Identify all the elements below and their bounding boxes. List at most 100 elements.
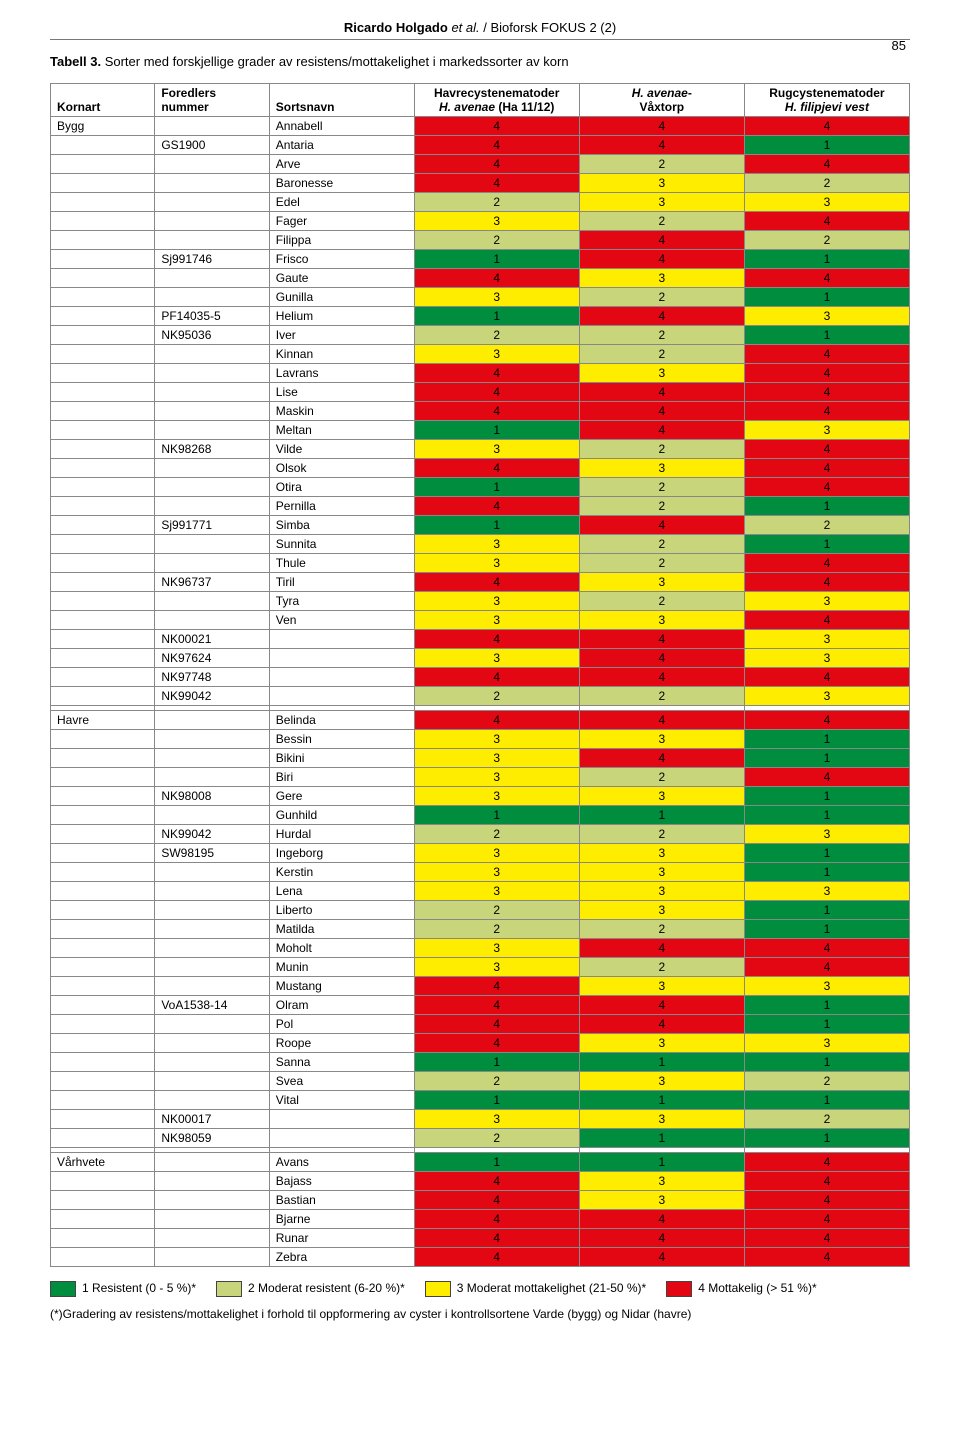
cell-value: 4 [414,364,579,383]
table-row: Lena333 [51,882,910,901]
cell-value: 3 [744,1034,909,1053]
cell-value: 4 [744,1172,909,1191]
cell-value: 4 [744,1248,909,1267]
cell-kornart [51,1034,155,1053]
cell-kornart [51,1248,155,1267]
cell-value: 2 [579,345,744,364]
cell-sortsnavn: Fager [269,212,414,231]
table-row: Gunilla321 [51,288,910,307]
cell-foredlers [155,497,269,516]
cell-value: 1 [744,1129,909,1148]
cell-value: 3 [579,573,744,592]
table-row: Gaute434 [51,269,910,288]
table-row: Liberto231 [51,901,910,920]
cell-value: 4 [414,136,579,155]
table-row: NK00021443 [51,630,910,649]
cell-value: 3 [579,863,744,882]
cell-foredlers [155,1210,269,1229]
cell-kornart [51,806,155,825]
cell-value: 4 [414,155,579,174]
table-row: Bessin331 [51,730,910,749]
cell-foredlers [155,958,269,977]
cell-value: 2 [744,1110,909,1129]
cell-foredlers [155,730,269,749]
cell-value: 2 [579,155,744,174]
cell-value: 4 [414,1034,579,1053]
cell-sortsnavn: Annabell [269,117,414,136]
cell-value: 2 [744,231,909,250]
cell-foredlers [155,402,269,421]
cell-value: 4 [744,611,909,630]
legend-label: 2 Moderat resistent (6-20 %)* [248,1281,405,1295]
cell-sortsnavn: Tiril [269,573,414,592]
cell-value: 1 [744,1053,909,1072]
table-row: Bikini341 [51,749,910,768]
cell-sortsnavn: Iver [269,326,414,345]
citation-etal: et al. [451,20,479,35]
cell-value: 1 [744,863,909,882]
cell-value: 4 [414,402,579,421]
cell-foredlers [155,1191,269,1210]
table-row: SW98195Ingeborg331 [51,844,910,863]
cell-foredlers [155,364,269,383]
cell-value: 2 [579,592,744,611]
cell-value: 2 [579,497,744,516]
cell-kornart [51,402,155,421]
table-row: Maskin444 [51,402,910,421]
table-row: Tyra323 [51,592,910,611]
cell-value: 4 [414,1229,579,1248]
cell-value: 2 [744,516,909,535]
cell-value: 4 [579,996,744,1015]
cell-sortsnavn: Liberto [269,901,414,920]
cell-value: 1 [414,1153,579,1172]
cell-sortsnavn: Simba [269,516,414,535]
cell-foredlers [155,288,269,307]
table-row: Kerstin331 [51,863,910,882]
col-kornart: Kornart [51,84,155,117]
cell-foredlers [155,269,269,288]
cell-value: 3 [414,440,579,459]
cell-foredlers [155,1072,269,1091]
cell-foredlers [155,1034,269,1053]
cell-foredlers [155,554,269,573]
cell-value: 2 [414,193,579,212]
cell-value: 2 [579,768,744,787]
cell-sortsnavn: Maskin [269,402,414,421]
cell-sortsnavn: Tyra [269,592,414,611]
cell-value: 4 [744,1191,909,1210]
cell-foredlers [155,882,269,901]
cell-kornart [51,1110,155,1129]
cell-foredlers: NK96737 [155,573,269,592]
cell-foredlers: NK00017 [155,1110,269,1129]
cell-value: 4 [414,269,579,288]
table-row: Munin324 [51,958,910,977]
cell-sortsnavn: Gunilla [269,288,414,307]
cell-value: 4 [579,421,744,440]
cell-sortsnavn: Matilda [269,920,414,939]
cell-value: 3 [744,592,909,611]
cell-value: 4 [744,440,909,459]
cell-foredlers: VoA1538-14 [155,996,269,1015]
cell-value: 1 [744,497,909,516]
cell-value: 4 [579,1015,744,1034]
table-row: GS1900Antaria441 [51,136,910,155]
cell-kornart [51,459,155,478]
cell-kornart: Vårhvete [51,1153,155,1172]
footnote: (*)Gradering av resistens/mottakelighet … [50,1307,910,1321]
cell-kornart [51,421,155,440]
cell-value: 2 [579,478,744,497]
cell-value: 2 [744,174,909,193]
cell-value: 4 [414,573,579,592]
cell-kornart [51,212,155,231]
cell-value: 3 [579,1072,744,1091]
cell-value: 2 [579,326,744,345]
cell-value: 4 [744,958,909,977]
cell-value: 4 [744,212,909,231]
cell-sortsnavn: Vital [269,1091,414,1110]
cell-kornart [51,630,155,649]
table-row: Matilda221 [51,920,910,939]
cell-kornart [51,1229,155,1248]
cell-kornart [51,193,155,212]
cell-kornart [51,996,155,1015]
table-row: Pernilla421 [51,497,910,516]
